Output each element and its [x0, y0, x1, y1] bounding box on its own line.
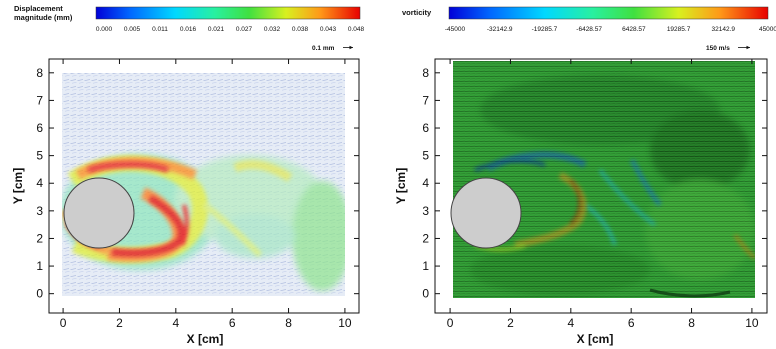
right-y-axis-title: Y [cm] — [394, 168, 408, 204]
right-cylinder — [450, 177, 522, 249]
left-colorbar-tick-label: 0.016 — [180, 26, 197, 33]
right-colorbar-tick-label: 19285.7 — [667, 26, 691, 33]
left-colorbar-title-line1: Displacement — [14, 4, 63, 13]
left-x-tick-label: 10 — [338, 316, 352, 330]
left-reference-vector-head — [349, 45, 353, 50]
left-colorbar-tick-label: 0.038 — [292, 26, 309, 33]
left-x-tick-label: 2 — [116, 316, 123, 330]
left-colorbar-tick-label: 0.032 — [264, 26, 281, 33]
left-y-tick-label: 6 — [36, 121, 43, 135]
left-reference-vector-label: 0.1 mm — [312, 45, 335, 52]
right-y-tick-label: 0 — [422, 287, 429, 301]
left-y-tick-label: 1 — [36, 259, 43, 273]
right-colorbar: vorticity -45000 -32142.9 -19285.7 -6428.57… — [402, 6, 776, 33]
left-y-tick-label: 8 — [36, 66, 43, 80]
left-colorbar-tick-label: 0.043 — [320, 26, 337, 33]
right-y-tick-label: 2 — [422, 231, 429, 245]
right-colorbar-tick-label: 45000 — [759, 26, 776, 33]
right-colorbar-tick-label: 32142.9 — [712, 26, 736, 33]
left-colorbar-tick-label: 0.021 — [208, 26, 225, 33]
right-axes-frame — [434, 58, 768, 314]
right-colorbar-title: vorticity — [402, 8, 432, 17]
right-x-tick-label: 4 — [567, 316, 574, 330]
right-y-tick-label: 4 — [422, 176, 429, 190]
right-colorbar-tick-label: -6428.57 — [576, 26, 602, 33]
left-y-tick-label: 4 — [36, 176, 43, 190]
left-colorbar-tick-label: 0.011 — [152, 26, 168, 33]
left-panel: Displacement magnitude (mm) 0.000 0.005 0.… — [11, 4, 365, 346]
right-x-axis-title: X [cm] — [577, 332, 614, 346]
left-axes-frame — [48, 58, 360, 314]
right-y-tick-label: 1 — [422, 259, 429, 273]
left-colorbar-title-line2: magnitude (mm) — [14, 13, 73, 22]
left-y-tick-label: 0 — [36, 287, 43, 301]
left-colorbar-tick-label: 0.027 — [236, 26, 253, 33]
right-y-tick-label: 5 — [422, 149, 429, 163]
left-y-tick-label: 2 — [36, 231, 43, 245]
left-x-tick-label: 8 — [285, 316, 292, 330]
right-colorbar-gradient — [448, 6, 769, 20]
right-colorbar-tick-label: -45000 — [445, 26, 466, 33]
right-y-tick-label: 6 — [422, 121, 429, 135]
right-panel: vorticity -45000 -32142.9 -19285.7 -6428.57… — [394, 6, 776, 346]
right-x-tick-label: 6 — [628, 316, 635, 330]
left-colorbar-tick-label: 0.005 — [124, 26, 141, 33]
left-y-tick-label: 5 — [36, 149, 43, 163]
left-y-tick-label: 7 — [36, 93, 43, 107]
right-x-tick-label: 10 — [745, 316, 759, 330]
left-y-tick-label: 3 — [36, 204, 43, 218]
left-x-tick-label: 6 — [229, 316, 236, 330]
left-axis-ticks: 0 2 4 6 8 10 0 1 2 3 4 5 6 7 8 — [36, 59, 359, 330]
left-cylinder — [63, 177, 135, 249]
right-x-tick-label: 2 — [507, 316, 514, 330]
right-x-tick-label: 0 — [447, 316, 454, 330]
left-colorbar: Displacement magnitude (mm) 0.000 0.005 0.… — [14, 4, 365, 33]
right-vorticity-field — [453, 61, 755, 298]
right-reference-vector-head — [746, 45, 750, 50]
left-colorbar-tick-label: 0.048 — [348, 26, 365, 33]
left-colorbar-tick-label: 0.000 — [96, 26, 113, 33]
right-y-tick-label: 7 — [422, 93, 429, 107]
right-colorbar-tick-label: 6428.57 — [622, 26, 646, 33]
right-colorbar-tick-label: -19285.7 — [532, 26, 558, 33]
right-axis-ticks: 0 2 4 6 8 10 0 1 2 3 4 5 6 7 8 — [422, 59, 767, 330]
left-x-tick-label: 4 — [172, 316, 179, 330]
left-colorbar-gradient — [95, 6, 361, 20]
right-colorbar-tick-label: -32142.9 — [487, 26, 513, 33]
right-x-tick-label: 8 — [688, 316, 695, 330]
left-y-axis-title: Y [cm] — [11, 168, 25, 204]
left-x-axis-title: X [cm] — [187, 332, 224, 346]
right-reference-vector-label: 150 m/s — [706, 45, 730, 52]
left-x-tick-label: 0 — [60, 316, 67, 330]
right-y-tick-label: 8 — [422, 66, 429, 80]
right-y-tick-label: 3 — [422, 204, 429, 218]
